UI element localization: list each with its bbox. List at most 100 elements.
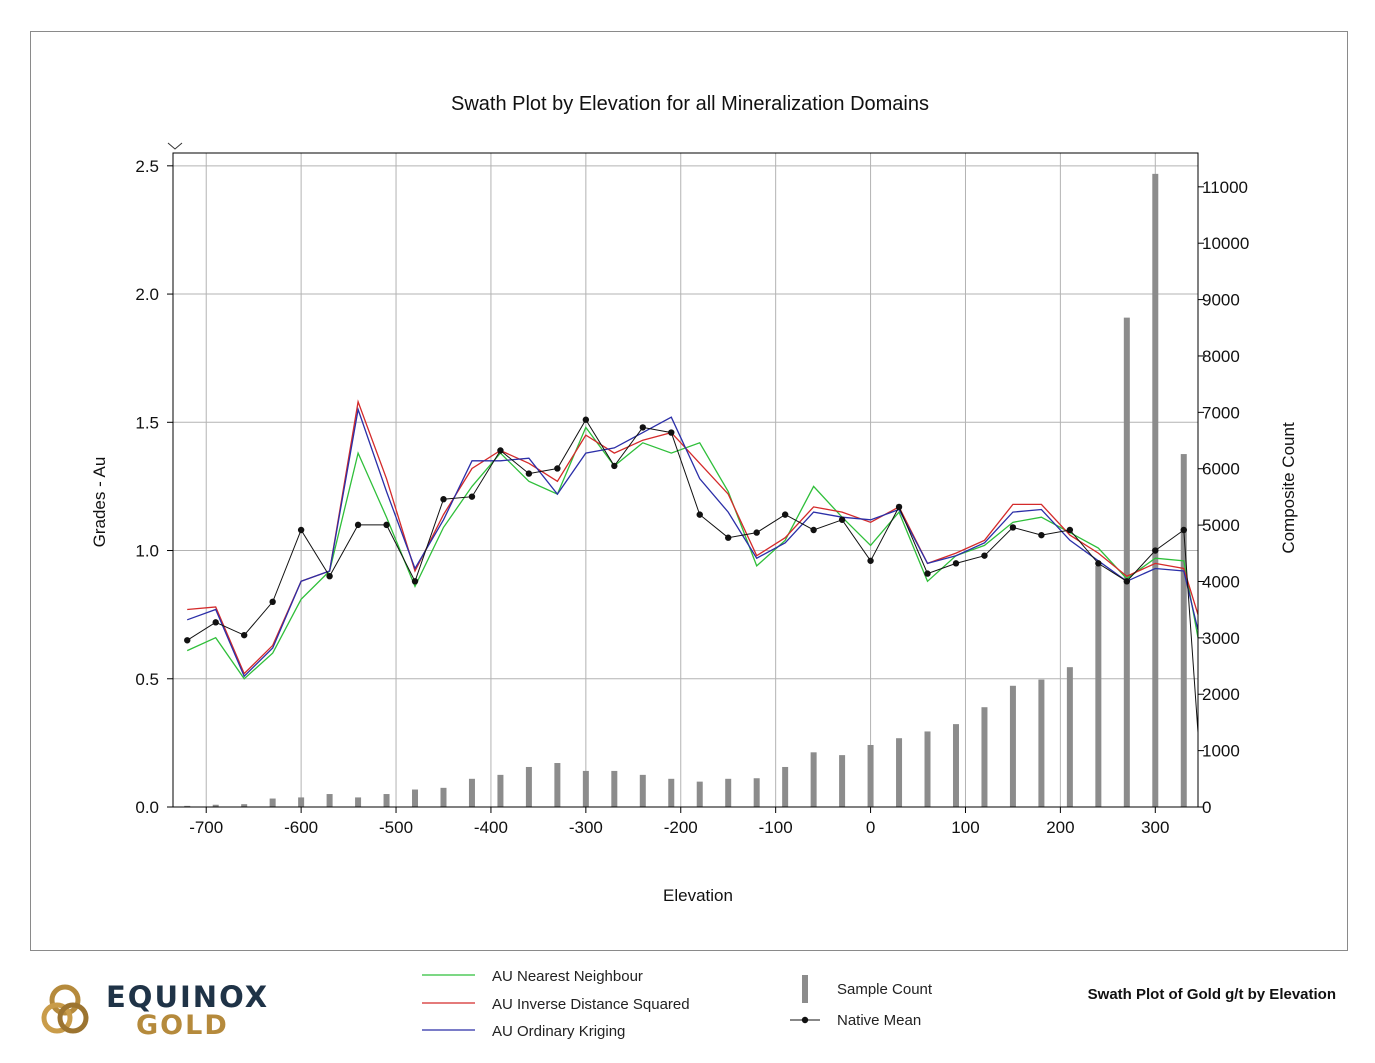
y2-tick-label: 8000	[1202, 347, 1240, 366]
sample-count-bar	[582, 770, 589, 807]
figure-caption: Swath Plot of Gold g/t by Elevation	[1087, 986, 1336, 1003]
y2-tick-label: 10000	[1202, 234, 1249, 253]
sample-count-bar	[497, 774, 504, 807]
y-tick-label: 1.0	[135, 542, 159, 561]
sample-count-bar	[696, 781, 703, 807]
native-mean-point	[1152, 547, 1159, 554]
y-tick-label: 0.0	[135, 798, 159, 817]
native-mean-point	[895, 503, 903, 511]
sample-count-bar	[326, 794, 333, 807]
sample-count-bar	[440, 787, 447, 807]
plot-area	[173, 153, 1198, 807]
legend-label-sample-count: Sample Count	[837, 981, 933, 998]
y2-tick-label: 7000	[1202, 403, 1240, 422]
sample-count-bar	[269, 798, 276, 807]
sample-count-bar	[1123, 317, 1130, 807]
collapse-chevron-icon[interactable]	[167, 142, 183, 150]
sample-count-bar	[1009, 685, 1016, 807]
legend: AU Nearest Neighbour AU Inverse Distance…	[422, 968, 933, 1040]
native-mean-point	[1095, 560, 1102, 567]
series-line-ok	[186, 406, 1199, 678]
native-mean-point	[696, 511, 703, 518]
sample-count-bar	[611, 770, 618, 807]
x-axis-label: Elevation	[663, 886, 733, 905]
y2-tick-label: 6000	[1202, 460, 1240, 479]
native-mean-point	[184, 637, 191, 644]
logo-word-equinox: EQUINOX	[106, 980, 270, 1014]
sample-count-bar	[298, 797, 305, 807]
native-mean-point	[497, 447, 504, 454]
sample-count-bar	[355, 797, 362, 807]
sample-count-bar	[867, 744, 874, 807]
native-mean-point	[326, 572, 333, 580]
y2-tick-label: 1000	[1202, 742, 1240, 761]
native-mean-point	[867, 557, 874, 564]
sample-count-bar	[1180, 454, 1187, 807]
y2-tick-label: 11000	[1202, 178, 1248, 197]
series-line-ids	[187, 399, 1199, 675]
x-tick-label: 300	[1141, 818, 1169, 837]
native-mean-point	[383, 521, 390, 529]
x-tick-label: -300	[569, 818, 603, 837]
y-axis-label: Grades - Au	[90, 457, 109, 548]
legend-label-native-mean: Native Mean	[837, 1012, 921, 1029]
native-mean-point	[582, 416, 590, 423]
sample-count-bar	[639, 774, 646, 807]
chart-title: Swath Plot by Elevation for all Minerali…	[451, 93, 929, 115]
sample-count-bar	[554, 763, 561, 807]
plot-border	[172, 152, 1199, 808]
native-mean-point	[611, 462, 618, 470]
sample-count-bar	[525, 766, 532, 807]
x-tick-label: -400	[474, 818, 508, 837]
native-mean-point	[240, 631, 248, 639]
x-tick-label: 100	[951, 818, 979, 837]
native-mean-point	[668, 429, 675, 436]
native-mean-point	[468, 493, 476, 500]
sample-count-bars	[184, 173, 1187, 807]
sample-count-bar	[981, 707, 988, 807]
sample-count-bar	[1066, 667, 1073, 807]
sample-count-bar	[668, 778, 675, 807]
equinox-logo-icon	[41, 984, 89, 1034]
grade-lines	[186, 399, 1199, 680]
x-axis-ticks: -700 -600 -500 -400 -300 -200 -100 0 100 200 300	[189, 807, 1169, 837]
sample-count-bar	[725, 778, 732, 807]
legend-label-ids: AU Inverse Distance Squared	[492, 996, 690, 1013]
y2-axis-label: Composite Count	[1279, 422, 1298, 554]
y-tick-label: 2.5	[135, 157, 159, 176]
legend-label-nn: AU Nearest Neighbour	[492, 968, 643, 985]
native-mean-point	[952, 560, 960, 567]
native-mean-point	[924, 570, 931, 577]
native-mean-point	[781, 511, 789, 518]
y2-tick-label: 5000	[1202, 516, 1240, 535]
native-mean-point	[1123, 578, 1131, 585]
x-tick-label: 200	[1046, 818, 1074, 837]
legend-swatch-sample-count	[802, 975, 808, 1003]
sample-count-bar	[782, 766, 789, 807]
native-mean-point	[981, 552, 988, 559]
y-axis-ticks: 0.0 0.5 1.0 1.5 2.0 2.5	[135, 157, 173, 817]
native-mean-point	[1066, 526, 1074, 534]
native-mean-point	[1009, 524, 1017, 531]
sample-count-bar	[1095, 565, 1102, 807]
sample-count-bar	[896, 738, 903, 807]
native-mean-point	[525, 470, 533, 477]
native-mean-point	[411, 578, 419, 585]
y2-tick-label: 3000	[1202, 629, 1240, 648]
sample-count-bar	[383, 794, 390, 807]
sample-count-bar	[952, 724, 959, 807]
series-line-nn	[186, 426, 1199, 680]
native-mean-point	[212, 619, 219, 626]
native-mean-series	[184, 416, 1199, 733]
logo-word-gold: GOLD	[136, 1010, 229, 1041]
y2-tick-label: 4000	[1202, 572, 1240, 591]
x-tick-label: -600	[284, 818, 318, 837]
sample-count-bar	[810, 752, 817, 807]
native-mean-point	[554, 465, 561, 472]
native-mean-point	[753, 529, 760, 536]
company-logo: EQUINOX GOLD	[40, 980, 270, 1042]
x-tick-label: 0	[866, 818, 875, 837]
native-mean-point	[354, 521, 362, 529]
native-mean-point	[297, 526, 305, 534]
